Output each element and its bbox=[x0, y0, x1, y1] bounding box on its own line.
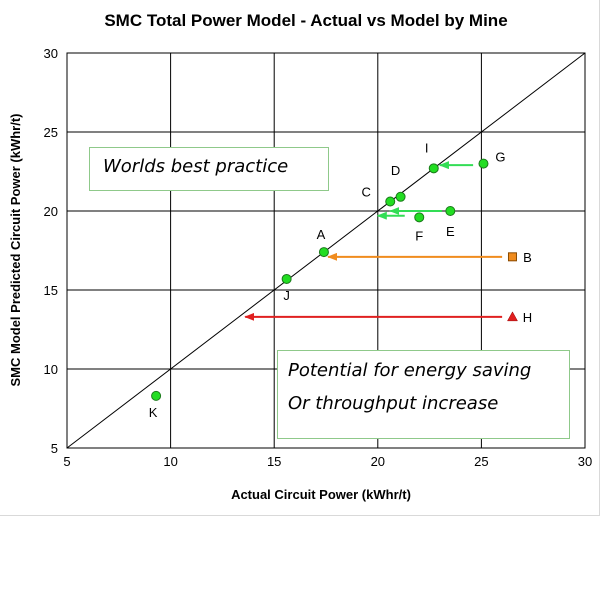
x-tick-label: 20 bbox=[371, 454, 385, 469]
data-point-H bbox=[507, 311, 518, 322]
y-tick-label: 20 bbox=[44, 204, 58, 219]
y-axis-title: SMC Model Predicted Circuit Power (kWhr/… bbox=[8, 113, 23, 386]
data-point-K bbox=[151, 390, 162, 401]
point-label-J: J bbox=[283, 288, 290, 303]
x-tick-label: 30 bbox=[578, 454, 592, 469]
point-label-C: C bbox=[362, 185, 371, 200]
data-point-J bbox=[281, 273, 292, 284]
data-point-F bbox=[414, 212, 425, 223]
x-tick-label: 15 bbox=[267, 454, 281, 469]
y-tick-label: 5 bbox=[51, 441, 58, 456]
data-point-D bbox=[395, 191, 406, 202]
worlds-best-practice-box: Worlds best practice bbox=[89, 147, 329, 191]
scatter-chart: SMC Total Power Model - Actual vs Model … bbox=[8, 11, 593, 502]
point-label-E: E bbox=[446, 224, 455, 239]
y-tick-label: 15 bbox=[44, 283, 58, 298]
data-point-I bbox=[428, 163, 439, 174]
point-label-A: A bbox=[317, 227, 326, 242]
y-tick-label: 10 bbox=[44, 362, 58, 377]
point-label-B: B bbox=[523, 250, 532, 265]
point-label-H: H bbox=[523, 310, 532, 325]
point-label-K: K bbox=[149, 405, 158, 420]
point-label-F: F bbox=[415, 228, 423, 243]
data-point-A bbox=[318, 247, 329, 258]
chart-frame: SMC Total Power Model - Actual vs Model … bbox=[0, 0, 600, 516]
data-point-G bbox=[478, 158, 489, 169]
x-tick-label: 10 bbox=[163, 454, 177, 469]
data-point-C bbox=[385, 196, 396, 207]
x-axis-title: Actual Circuit Power (kWhr/t) bbox=[231, 487, 411, 502]
data-point-E bbox=[445, 206, 456, 216]
potential-throughput-text: Or throughput increase bbox=[288, 393, 499, 414]
point-label-G: G bbox=[495, 150, 505, 165]
potential-savings-box: Potential for energy saving Or throughpu… bbox=[277, 350, 570, 439]
point-label-D: D bbox=[391, 163, 400, 178]
worlds-best-practice-text: Worlds best practice bbox=[103, 156, 289, 177]
plot-area: 5 10 15 20 25 30 5 10 15 20 25 30 K J A C D F E I G B H bbox=[44, 46, 593, 469]
data-point-B bbox=[507, 252, 517, 262]
y-tick-label: 30 bbox=[44, 46, 58, 61]
chart-title: SMC Total Power Model - Actual vs Model … bbox=[104, 11, 507, 30]
point-label-I: I bbox=[425, 140, 429, 155]
x-tick-label: 25 bbox=[474, 454, 488, 469]
potential-energy-saving-text: Potential for energy saving bbox=[288, 360, 532, 381]
x-tick-label: 5 bbox=[63, 454, 70, 469]
plot-border bbox=[66, 52, 586, 449]
y-tick-label: 25 bbox=[44, 125, 58, 140]
